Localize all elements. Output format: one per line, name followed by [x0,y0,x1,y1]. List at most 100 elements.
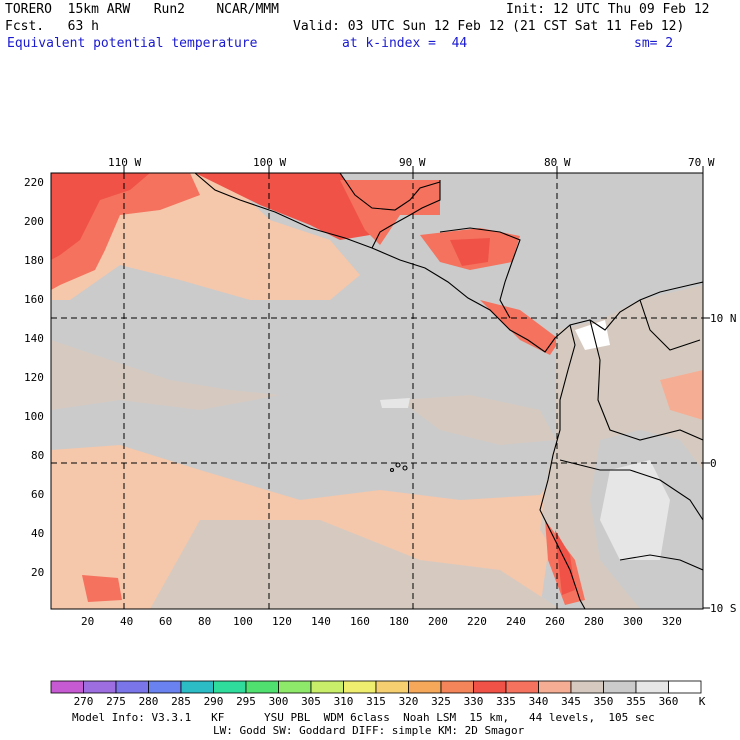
grid-x-20: 20 [81,615,94,628]
grid-y-60: 60 [31,488,44,501]
colorbar-swatch [148,680,182,694]
colombia-border [589,319,703,441]
colorbar-level-label: 315 [366,695,386,708]
grid-x-80: 80 [198,615,211,628]
lon-label-70w: 70 W [688,156,715,169]
red-honduras [450,238,490,266]
grid-y-160: 160 [24,293,44,306]
grid-y-220: 220 [24,176,44,189]
grid-x-140: 140 [311,615,331,628]
amazon-light [600,460,670,560]
peru-border [559,459,703,521]
colorbar-swatch [310,680,344,694]
red-andes-peru [555,530,575,595]
colorbar-swatch [440,680,474,694]
smoothing-label: sm= 2 [634,36,674,51]
beige-band-east [400,395,556,445]
map-field [51,173,703,609]
gulf-coastline [371,180,441,249]
colorbar-level-label: 320 [398,695,419,708]
colorbar-level-label: 345 [561,695,581,708]
field-name: Equivalent potential temperature [7,36,258,51]
colorbar-swatch [505,680,539,694]
galapagos-island-2 [402,465,408,471]
colorbar-swatch [180,680,214,694]
physics-info-line: LW: Godd SW: Goddard DIFF: simple KM: 2D… [213,724,525,737]
colorbar-level-label: 290 [203,695,224,708]
galapagos-island-1 [395,462,401,468]
lon-label-100w: 100 W [253,156,286,169]
grid-x-280: 280 [584,615,604,628]
bottom-axis: 20 40 60 80 100 120 140 160 180 200 220 … [81,615,682,628]
colorbar-level-label: 340 [528,695,549,708]
lon-label-110w: 110 W [108,156,141,169]
colorbar-swatch [570,680,604,694]
model-info-line: Model Info: V3.3.1 KF YSU PBL WDM 6class… [72,711,655,724]
colorbar-swatch [83,680,117,694]
lat-label-10s: 10 S [710,602,737,615]
colorbar-swatch [245,680,279,694]
galapagos-island-3 [389,467,395,473]
grid-y-20: 20 [31,566,44,579]
colorbar-level-label: 325 [431,695,451,708]
dark-red-core-nw [51,173,150,260]
red-area-mexico [195,173,370,240]
andes-coastline [539,324,586,609]
pacific-coastline [194,173,703,353]
grid-y-180: 180 [24,254,44,267]
forecast-hour: Fcst. 63 h [5,19,99,34]
venezuela-border [639,299,701,351]
grid-x-320: 320 [662,615,682,628]
colorbar-swatch [538,680,572,694]
grid-x-60: 60 [159,615,172,628]
colorbar [50,680,702,694]
colorbar-level-label: 285 [171,695,191,708]
salmon-venezuela [660,370,703,420]
grid-x-120: 120 [272,615,292,628]
bolivia-border [619,554,703,571]
grid-x-200: 200 [428,615,448,628]
grid-y-200: 200 [24,215,44,228]
colorbar-level-label: 300 [268,695,289,708]
colorbar-level-label: 335 [496,695,516,708]
colorbar-swatch [343,680,377,694]
beige-band-mid [51,340,280,410]
colorbar-level-label: 270 [73,695,94,708]
colorbar-level-label: 280 [138,695,159,708]
colorbar-level-label: 295 [236,695,256,708]
beige-band-sw [150,520,560,609]
grid-y-120: 120 [24,371,44,384]
colorbar-level-label: 350 [593,695,614,708]
colorbar-swatch [213,680,247,694]
level-index: at k-index = 44 [342,36,468,51]
top-axis: 110 W 100 W 90 W 80 W 70 W [108,156,715,173]
caribbean-coastline [439,227,521,319]
grid-x-40: 40 [120,615,133,628]
lat-label-0: 0 [710,457,717,470]
grid-x-260: 260 [545,615,565,628]
salmon-patch-sw [82,575,122,602]
left-axis: 220 200 180 160 140 120 100 80 60 40 20 [24,176,44,579]
colorbar-swatch [473,680,507,694]
mexico-border [339,173,441,211]
grid-y-100: 100 [24,410,44,423]
colorbar-unit-label: K [698,695,706,708]
lon-label-80w: 80 W [544,156,571,169]
salmon-area-mexico [340,180,440,245]
colorbar-swatch [375,680,409,694]
colorbar-swatch [408,680,442,694]
coastlines [194,173,703,609]
colorbar-level-label: 310 [333,695,354,708]
colorbar-swatch [668,680,702,694]
colorbar-swatch [50,680,84,694]
colorbar-level-label: 275 [106,695,126,708]
colorbar-swatch [115,680,149,694]
grid-x-240: 240 [506,615,526,628]
colorbar-swatch [603,680,637,694]
grid-x-100: 100 [233,615,253,628]
colorbar-level-label: 305 [301,695,321,708]
salmon-costa-rica [480,300,560,355]
colorbar-swatch [635,680,669,694]
grid-x-300: 300 [623,615,643,628]
